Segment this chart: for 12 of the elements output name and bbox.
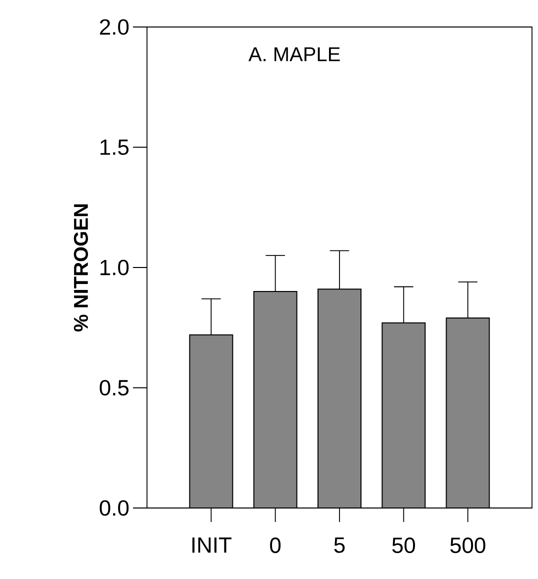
y-tick-label: 1.0 [100, 260, 129, 276]
text: A. MAPLE [248, 47, 340, 62]
y-tick-label: 0.5 [100, 380, 129, 396]
x-tick-label: 0 [270, 538, 281, 554]
x-tick-label: 50 [392, 538, 416, 554]
x-tick-label: 500 [450, 538, 486, 554]
y-tick-label: 1.5 [100, 140, 129, 155]
x-tick-label: INIT [192, 538, 232, 553]
y-tick-label: 0.0 [100, 500, 129, 516]
y-tick-label: 2.0 [100, 19, 129, 35]
y-axis-title: % NITROGEN [74, 204, 88, 332]
x-tick-label: 5 [334, 538, 345, 553]
